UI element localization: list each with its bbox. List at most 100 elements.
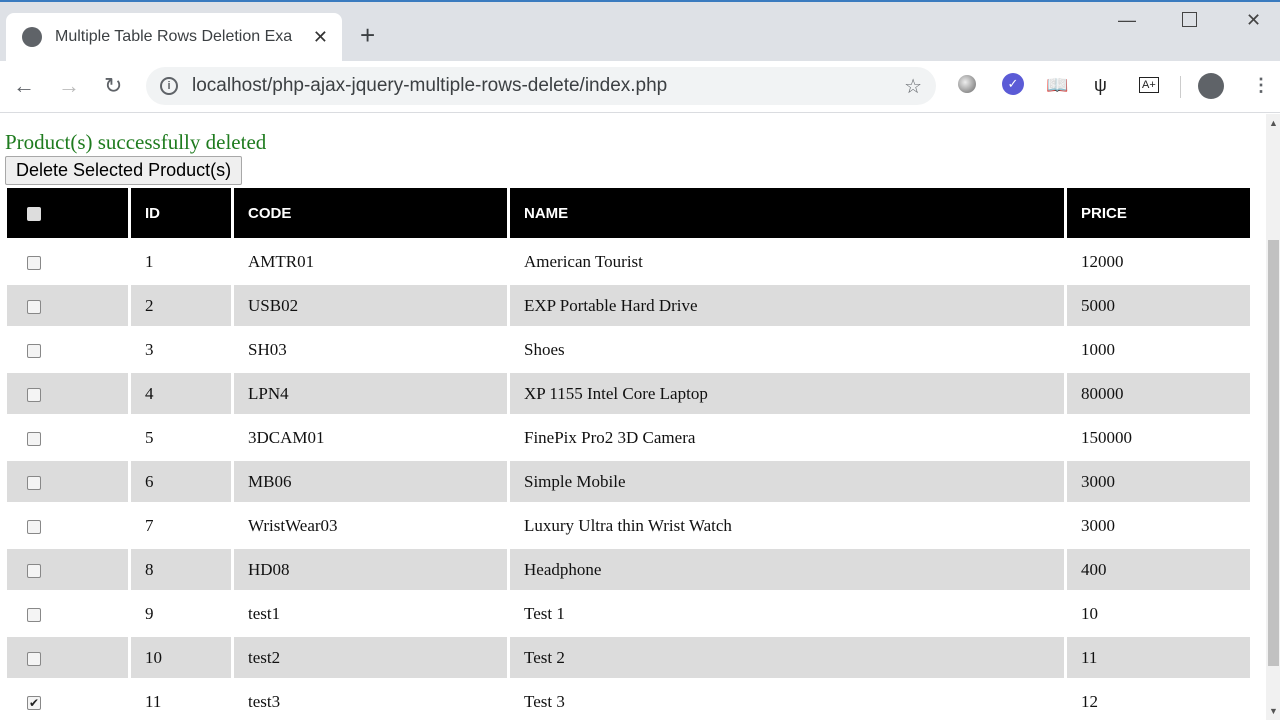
cell-name: American Tourist [524, 251, 643, 271]
scroll-down-arrow[interactable]: ▼ [1269, 706, 1278, 716]
cell-id: 9 [145, 603, 154, 623]
cell-id: 4 [131, 373, 231, 414]
cell-id: 5 [145, 427, 154, 447]
row-checkbox[interactable] [27, 651, 41, 666]
close-tab-icon[interactable]: ✕ [312, 26, 328, 47]
cell-id: 11 [145, 691, 162, 711]
browser-toolbar: ← → ↻ i localhost/php-ajax-jquery-multip… [0, 61, 1280, 113]
table-row: 1 AMTR01 American Tourist 12000 [7, 241, 1250, 282]
scrollbar-thumb[interactable] [1268, 240, 1279, 666]
page-scrollbar[interactable]: ▲ ▼ [1266, 114, 1280, 720]
cell-price: 1000 [1081, 339, 1115, 359]
cell-price: 3000 [1081, 515, 1115, 535]
row-checkbox[interactable] [27, 563, 41, 578]
reload-icon[interactable]: ↻ [104, 73, 123, 98]
extension-check-icon[interactable]: ✓ [1002, 73, 1024, 95]
row-select-cell [7, 241, 128, 282]
row-select-cell [7, 373, 128, 414]
table-row: 8 HD08 Headphone 400 [7, 549, 1250, 590]
new-tab-button[interactable]: + [360, 20, 376, 50]
products-table: ID CODE NAME PRICE 1 AMTR01 American Tou… [4, 185, 1253, 720]
table-row: 5 3DCAM01 FinePix Pro2 3D Camera 150000 [7, 417, 1250, 458]
row-checkbox[interactable] [27, 299, 41, 314]
extension-sphere-icon[interactable] [958, 75, 976, 93]
row-select-cell: ✔ [7, 681, 128, 720]
delete-selected-button[interactable]: Delete Selected Product(s) [5, 156, 243, 185]
select-all-checkbox[interactable] [27, 206, 41, 221]
cell-price: 150000 [1081, 427, 1132, 447]
toolbar-divider [1180, 76, 1181, 98]
tab-strip: Multiple Table Rows Deletion Exa ✕ + — ✕ [0, 2, 1280, 61]
row-checkbox[interactable] [27, 431, 41, 446]
row-select-cell [7, 329, 128, 370]
row-select-cell [7, 461, 128, 502]
forward-icon[interactable]: → [58, 73, 80, 98]
cell-price: 12 [1081, 691, 1098, 711]
table-row: 6 MB06 Simple Mobile 3000 [7, 461, 1250, 502]
header-id: ID [131, 188, 231, 238]
cell-name: Shoes [524, 339, 565, 359]
url-text[interactable]: localhost/php-ajax-jquery-multiple-rows-… [192, 75, 668, 96]
cell-name: Test 1 [524, 603, 565, 623]
cell-name: Headphone [510, 549, 1064, 590]
row-select-cell [7, 505, 128, 546]
cell-code: MB06 [234, 461, 507, 502]
cell-code: WristWear03 [248, 515, 338, 535]
close-window-button[interactable]: ✕ [1246, 10, 1262, 30]
row-checkbox[interactable] [27, 475, 41, 490]
trident-icon[interactable]: ψ [1094, 75, 1107, 95]
table-row: ✔ 11 test3 Test 3 12 [7, 681, 1250, 720]
row-select-cell [7, 593, 128, 634]
row-checkbox[interactable] [27, 607, 41, 622]
globe-icon [22, 27, 42, 47]
cell-code: USB02 [234, 285, 507, 326]
table-row: 7 WristWear03 Luxury Ultra thin Wrist Wa… [7, 505, 1250, 546]
row-checkbox[interactable] [27, 387, 41, 402]
cell-code: LPN4 [234, 373, 507, 414]
row-checkbox[interactable] [27, 519, 41, 534]
scroll-up-arrow[interactable]: ▲ [1269, 118, 1278, 128]
row-checkbox[interactable]: ✔ [27, 695, 41, 710]
row-select-cell [7, 549, 128, 590]
cell-id: 3 [145, 339, 154, 359]
cell-id: 1 [145, 251, 154, 271]
cell-id: 6 [131, 461, 231, 502]
menu-kebab-icon[interactable]: ⋮ [1252, 75, 1270, 95]
maximize-button[interactable] [1182, 12, 1197, 27]
table-row: 4 LPN4 XP 1155 Intel Core Laptop 80000 [7, 373, 1250, 414]
back-icon[interactable]: ← [13, 73, 35, 98]
cell-code: test3 [248, 691, 281, 711]
pdf-extension-icon[interactable]: A+ [1139, 77, 1159, 93]
cell-code: HD08 [234, 549, 507, 590]
info-icon[interactable]: i [160, 77, 178, 95]
table-row: 2 USB02 EXP Portable Hard Drive 5000 [7, 285, 1250, 326]
cell-price: 400 [1067, 549, 1250, 590]
cell-name: FinePix Pro2 3D Camera [524, 427, 696, 447]
reader-icon[interactable]: 📖 [1046, 75, 1069, 95]
tab-title: Multiple Table Rows Deletion Exa [55, 28, 293, 45]
cell-price: 80000 [1067, 373, 1250, 414]
bookmark-star-icon[interactable]: ☆ [904, 75, 922, 98]
table-row: 3 SH03 Shoes 1000 [7, 329, 1250, 370]
row-checkbox[interactable] [27, 343, 41, 358]
profile-avatar-icon[interactable] [1198, 73, 1224, 99]
cell-name: Luxury Ultra thin Wrist Watch [524, 515, 732, 535]
address-bar[interactable]: i localhost/php-ajax-jquery-multiple-row… [146, 67, 936, 105]
cell-id: 10 [131, 637, 231, 678]
cell-price: 3000 [1067, 461, 1250, 502]
cell-price: 10 [1081, 603, 1098, 623]
header-price: PRICE [1067, 188, 1250, 238]
cell-id: 2 [131, 285, 231, 326]
cell-code: AMTR01 [248, 251, 315, 271]
cell-name: XP 1155 Intel Core Laptop [510, 373, 1064, 414]
cell-name: Test 3 [524, 691, 565, 711]
header-code: CODE [234, 188, 507, 238]
row-checkbox[interactable] [27, 255, 41, 270]
browser-tab[interactable]: Multiple Table Rows Deletion Exa ✕ [6, 13, 342, 61]
cell-code: SH03 [248, 339, 287, 359]
header-name: NAME [510, 188, 1064, 238]
table-row: 9 test1 Test 1 10 [7, 593, 1250, 634]
cell-id: 8 [131, 549, 231, 590]
cell-id: 7 [145, 515, 154, 535]
minimize-button[interactable]: — [1118, 10, 1136, 30]
